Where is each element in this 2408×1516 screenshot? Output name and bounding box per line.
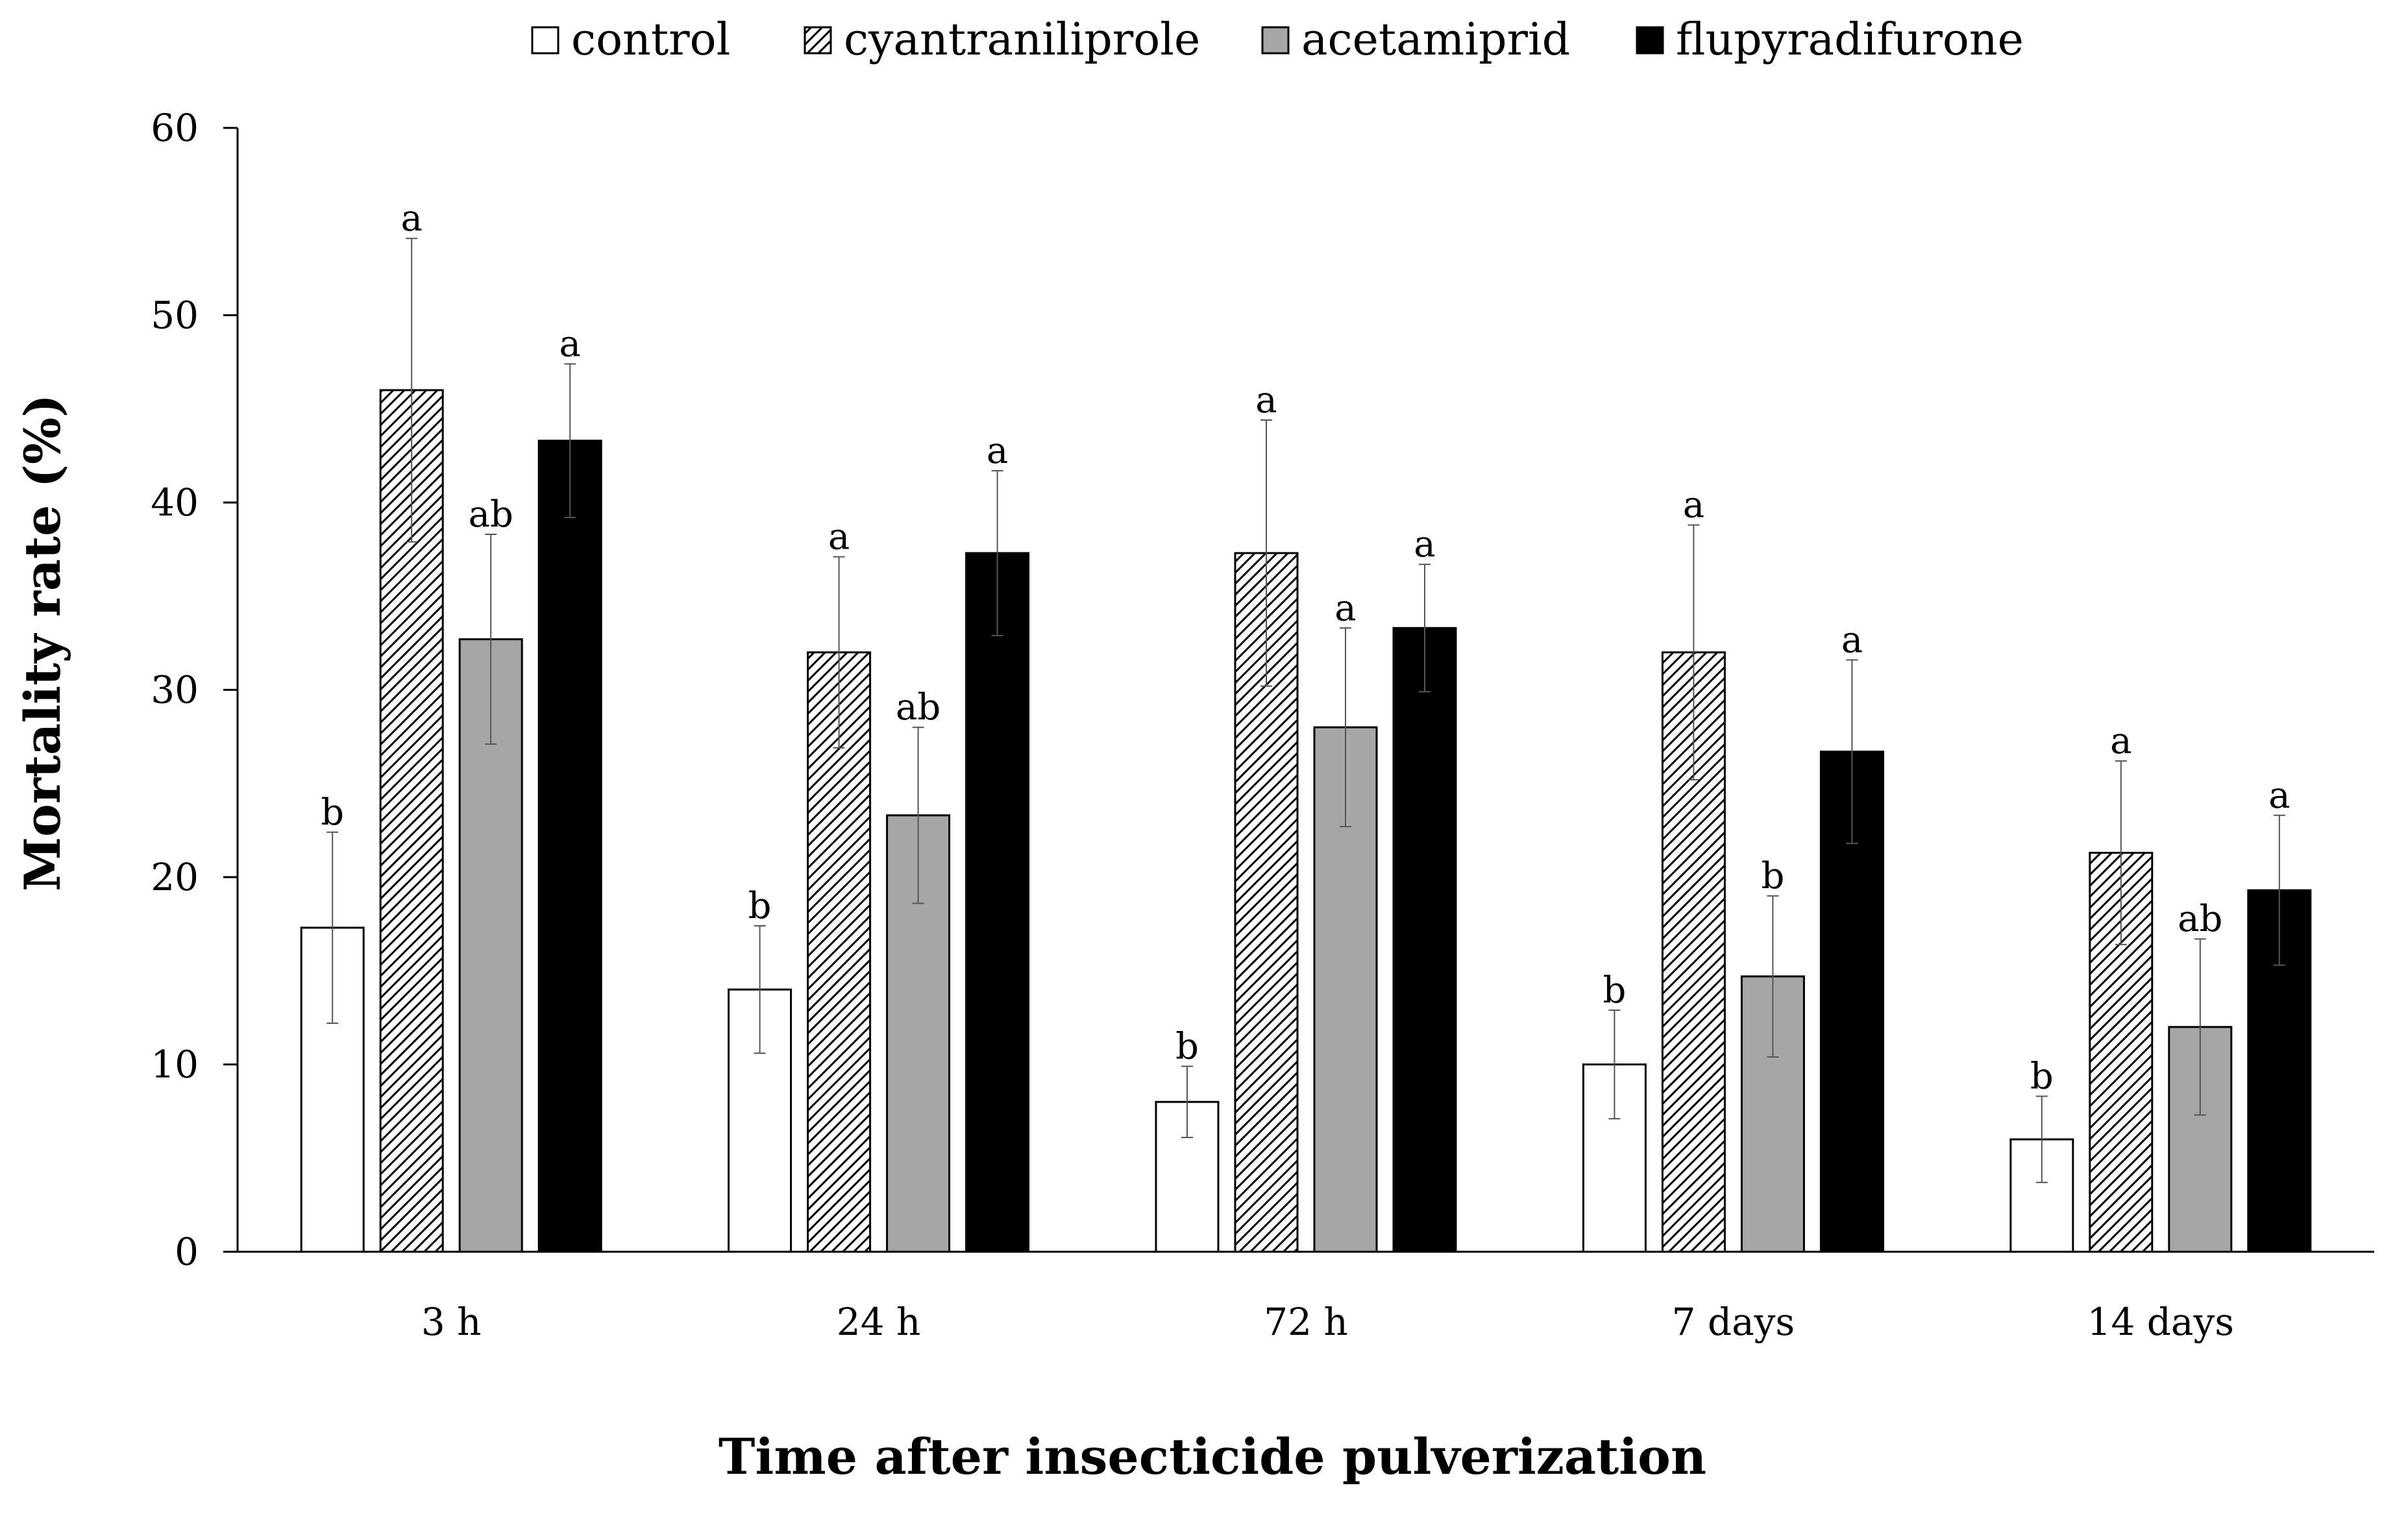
significance-letter: a (401, 197, 423, 240)
legend-swatch (531, 26, 559, 55)
significance-letter: a (2268, 775, 2290, 817)
legend-label: flupyradifurone (1676, 14, 2024, 66)
significance-letter: a (987, 430, 1008, 472)
significance-letter: a (1255, 379, 1277, 421)
x-tick-label: 3 h (421, 1300, 482, 1344)
significance-letter: ab (469, 493, 513, 536)
legend-item-acetamiprid: acetamiprid (1261, 14, 1570, 66)
legend: control cyantraniliprole acetamiprid flupyr… (531, 14, 2024, 66)
significance-letter: b (2030, 1056, 2054, 1098)
x-tick-label: 24 h (837, 1300, 921, 1344)
bar-acetamiprid-7-days (1740, 975, 1805, 1253)
y-tick-label: 30 (151, 668, 199, 712)
y-axis-title: Mortality rate (%) (14, 394, 71, 891)
legend-swatch (1636, 26, 1664, 55)
legend-item-control: control (531, 14, 730, 66)
y-tick-label: 0 (175, 1230, 199, 1274)
significance-letter: b (321, 791, 344, 834)
legend-label: cyantraniliprole (844, 14, 1200, 66)
significance-letter: b (1175, 1025, 1199, 1067)
y-tick-label: 10 (151, 1043, 199, 1087)
significance-letter: a (559, 323, 581, 366)
significance-letter: a (828, 516, 850, 558)
y-tick-label: 60 (151, 106, 199, 150)
x-axis-title: Time after insecticide pulverization (719, 1428, 1706, 1485)
bar-cyantraniliprole-7-days (1661, 651, 1726, 1253)
bar-flupyradifurone-3-h (537, 440, 602, 1253)
significance-letter: a (2110, 720, 2132, 762)
y-tick-label: 20 (151, 855, 199, 899)
significance-letter: b (748, 885, 772, 927)
significance-letter: a (1334, 587, 1356, 629)
y-axis: 0 10 20 30 40 50 60 (151, 106, 239, 1274)
legend-item-cyantraniliprole: cyantraniliprole (804, 14, 1200, 66)
significance-letter: a (1683, 484, 1704, 527)
bar-flupyradifurone-24-h (965, 552, 1030, 1253)
legend-label: acetamiprid (1301, 14, 1570, 66)
legend-swatch (804, 26, 832, 55)
x-tick-label: 72 h (1264, 1300, 1348, 1344)
significance-letter: ab (2178, 898, 2222, 940)
x-tick-label: 14 days (2087, 1300, 2234, 1344)
x-axis: 3 h 24 h 72 h 7 days 14 days (238, 1250, 2374, 1344)
bar-flupyradifurone-72-h (1392, 627, 1457, 1253)
y-tick-label: 50 (151, 293, 199, 338)
significance-letter: a (1414, 523, 1435, 565)
significance-letter: a (1841, 619, 1863, 661)
y-tick-label: 40 (151, 480, 199, 525)
significance-letter: b (1761, 855, 1784, 897)
x-tick-label: 7 days (1672, 1300, 1795, 1344)
significance-letter: b (1603, 969, 1626, 1012)
legend-swatch (1261, 26, 1290, 55)
significance-letter: ab (896, 686, 940, 728)
legend-item-flupyradifurone: flupyradifurone (1636, 14, 2024, 66)
legend-label: control (571, 14, 730, 66)
